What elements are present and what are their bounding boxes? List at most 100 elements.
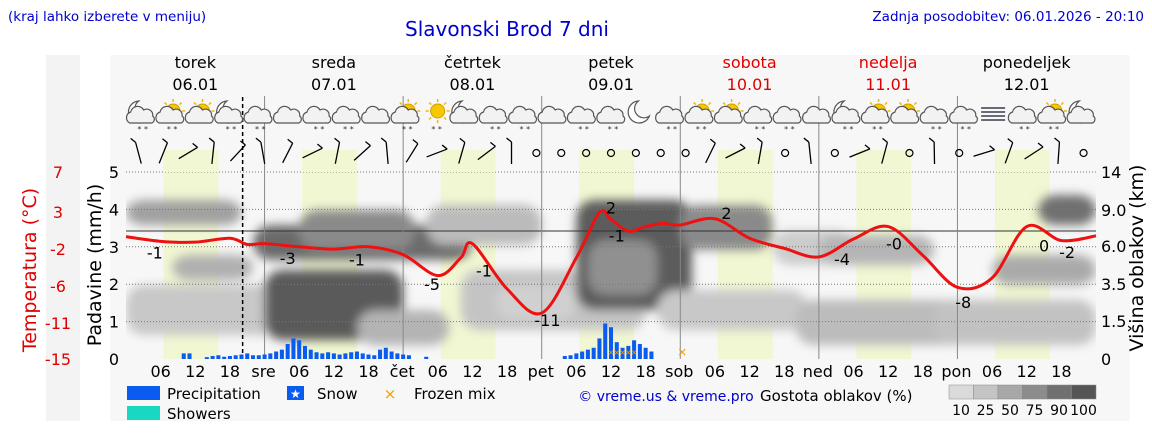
precip-bar [222,356,227,359]
precip-bar [320,353,325,359]
cloud-height-tick-label: 0 [1101,350,1111,369]
precip-bar [597,338,602,359]
snow-flakes-icon: * * [843,125,854,134]
frozen-mix-mark-icon: × [677,345,687,359]
x-hour-tick-label: 12 [462,362,482,381]
precip-bar [314,352,319,359]
x-hour-tick-label: 18 [774,362,794,381]
cloud-density-swatch [948,384,974,400]
cloud-icon [361,105,391,124]
temperature-value-label: -8 [955,293,971,312]
cloud-density-area [172,255,254,280]
sun-cloud-icon [184,99,215,124]
frozen-mix-icon: × [384,385,397,403]
snow-flakes-icon: * * [667,125,678,134]
day-date: 12.01 [1004,75,1050,94]
snow-mark-icon: × [613,348,620,357]
temperature-value-label: -11 [534,311,560,330]
snow-flakes-icon: * * [755,125,766,134]
menu-hint[interactable]: (kraj lahko izberete v meniju) [8,9,206,25]
precip-bar [620,347,625,359]
wind-barb-icon [725,143,746,159]
precip-bar [366,354,371,359]
calm-wind-icon [606,148,616,158]
cloud-icon [655,105,684,124]
snow-flakes-icon: * * [520,125,531,134]
temperature-value-label: -2 [1059,243,1075,262]
cloud-density-area [299,210,415,250]
cloud-icon [919,105,949,124]
precip-bar [389,351,394,359]
precip-bar [649,351,654,359]
calm-wind-icon [557,148,566,158]
daytime-band-top [302,150,357,172]
temperature-tick-label: -6 [50,277,66,296]
credit-link[interactable]: © vreme.us & vreme.pro [578,389,753,405]
day-date: 07.01 [311,75,357,94]
x-hour-tick-label: 12 [185,362,205,381]
cloud-density-swatch [973,384,999,400]
day-date: 06.01 [172,75,218,94]
precip-tick-label: 1 [109,313,119,332]
snow-star-icon: ★ [290,387,301,401]
precip-bar [406,355,411,359]
temperature-value-label: 0 [1039,237,1049,256]
snow-flakes-icon: * * [137,125,148,134]
snow-flakes-icon: * * [960,125,971,134]
temperature-value-label: -0 [886,234,902,253]
x-hour-tick-label: 18 [220,362,240,381]
wind-barb-icon [928,137,936,165]
day-date: 11.01 [865,75,911,94]
precip-bar [591,347,596,359]
cloud-icon [478,105,508,124]
precip-bar [262,354,267,359]
wind-barb-icon [881,137,889,164]
cloud-density-area [587,240,658,295]
snow-flakes-icon: * * [490,125,501,134]
snow-flakes-icon: * * [431,125,442,134]
cloud-density-step-label: 10 [952,403,970,419]
sun-cloud-icon [890,99,920,124]
x-hour-tick-label: 18 [635,362,655,381]
precip-bar [637,344,642,359]
wind-barb-icon [353,141,371,161]
temperature-value-label: 2 [606,199,616,218]
daytime-band-top [579,150,635,172]
cloud-height-tick-label: 14 [1101,163,1121,182]
precip-bar [383,347,388,359]
moon-icon [627,100,651,124]
precipitation-axis-title: Padavine (mm/h) [84,184,106,347]
day-name: sreda [312,53,356,72]
cloud-density-title: Gostota oblakov (%) [760,387,913,405]
cloud-density-area [934,300,1096,345]
x-hour-tick-label: 12 [324,362,344,381]
precip-tick-label: 2 [109,275,119,294]
precip-bar [279,349,284,359]
cloud-height-axis-title: Višina oblakov (km) [1126,165,1148,352]
legend-showers-label: Showers [167,405,231,423]
daytime-band-top [994,150,1050,172]
precip-bar [626,345,631,359]
x-hour-tick-label: 18 [1051,362,1071,381]
precip-bar [274,351,279,359]
wind-barb-icon [158,138,169,164]
calm-wind-icon [532,148,541,158]
wind-barb-icon [130,137,142,164]
cloud-density-step-label: 100 [1070,403,1097,419]
cloud-icon [743,105,773,124]
day-date: 08.01 [450,75,496,94]
precip-bar [632,340,637,359]
wind-barb-icon [178,142,199,160]
precip-bar [285,344,290,359]
snow-flakes-icon: * * [608,125,619,134]
fog-icon [981,107,1006,121]
precip-bar [343,353,348,359]
precip-bar [349,352,354,359]
precip-bar [204,357,209,359]
cloud-density-swatch [1022,384,1048,400]
precip-bar [268,353,273,359]
x-day-tick-label: ned [803,362,833,381]
precip-tick-label: 3 [109,238,119,257]
wind-barb-icon [229,140,246,162]
precip-bar [378,349,383,359]
